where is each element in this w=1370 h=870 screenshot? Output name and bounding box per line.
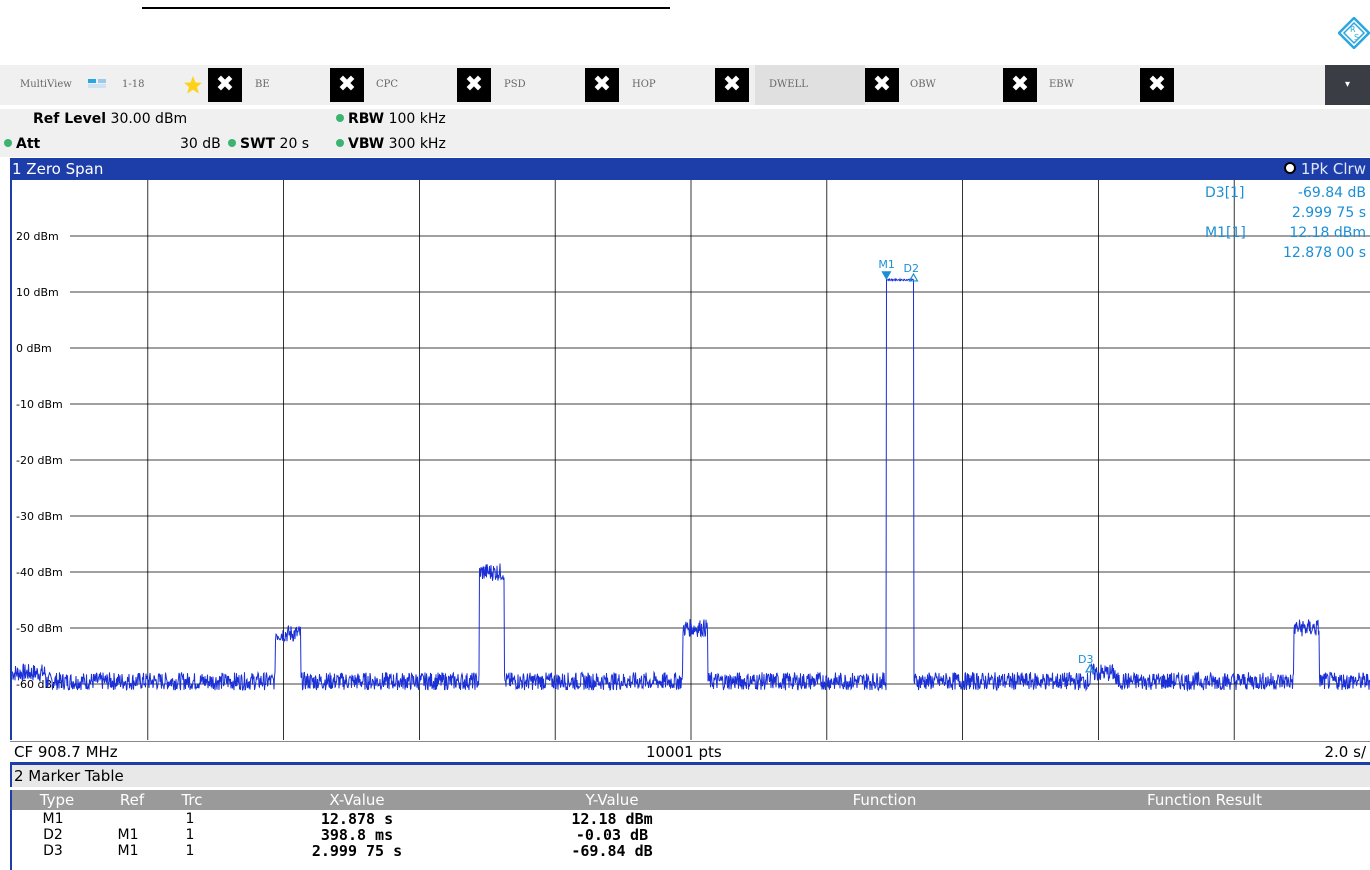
vbw-status-dot xyxy=(336,139,344,147)
range-label: 1-18 xyxy=(122,79,145,90)
marker-table-body: M1 1 12.878 s 12.18 dBm D2 M1 1 398.8 ms… xyxy=(10,810,1370,870)
col-y-value: Y-Value xyxy=(585,791,639,809)
table-row[interactable]: M1 1 12.878 s 12.18 dBm xyxy=(42,810,653,828)
ref-level-setting[interactable]: Ref Level 30.00 dBm xyxy=(33,111,188,127)
measurement-settings: Ref Level 30.00 dBm RBW 100 kHz Att 30 d… xyxy=(0,109,1370,157)
y-tick-label: -40 dBm xyxy=(16,566,63,579)
m1-readout-label: M1[1] xyxy=(1205,225,1246,241)
diagram-title-bar[interactable]: 1 Zero Span 1Pk Clrw xyxy=(10,158,1370,180)
y-tick-label: -20 dBm xyxy=(16,454,63,467)
marker-d2-icon xyxy=(908,272,919,282)
tab-hop[interactable]: HOP xyxy=(632,79,656,90)
multiview-icon xyxy=(88,79,106,88)
sweep-points: 10001 pts xyxy=(646,743,722,761)
d3-readout-label: D3[1] xyxy=(1205,185,1245,201)
trace-circle-icon xyxy=(1284,162,1297,174)
table-row[interactable]: D2 M1 1 398.8 ms -0.03 dB xyxy=(43,826,649,844)
d3-readout-y: -69.84 dB xyxy=(1297,185,1366,201)
diagram-footer: CF 908.7 MHz 10001 pts 2.0 s/ xyxy=(10,741,1370,765)
m1-readout-y: 12.18 dBm xyxy=(1289,225,1366,241)
y-tick-label: -50 dBm xyxy=(16,622,63,635)
tab-be[interactable]: BE xyxy=(255,79,270,90)
table-row[interactable]: D3 M1 1 2.999 75 s -69.84 dB xyxy=(43,842,653,860)
svg-text:S: S xyxy=(1354,33,1359,42)
y-tick-label: 20 dBm xyxy=(16,230,59,243)
close-obw-button[interactable]: ✖ xyxy=(1003,68,1037,102)
swt-status-dot xyxy=(228,139,236,147)
zero-span-plot[interactable]: 20 dBm 10 dBm 0 dBm -10 dBm -20 dBm -30 dBm -4… xyxy=(12,180,1370,740)
channel-tab-bar: MultiView 1-18 ✖ BE ✖ CPC ✖ PSD ✖ HOP ✖ … xyxy=(0,65,1370,105)
close-cpc-button[interactable]: ✖ xyxy=(457,68,491,102)
marker-m1-icon xyxy=(881,271,892,281)
y-tick-label: -30 dBm xyxy=(16,510,63,523)
swt-setting[interactable]: SWT 20 s xyxy=(228,136,309,152)
tab-ebw[interactable]: EBW xyxy=(1049,79,1074,90)
d3-readout-x: 2.999 75 s xyxy=(1291,205,1366,221)
marker-table-title[interactable]: 2 Marker Table xyxy=(10,765,1370,787)
tab-multiview[interactable]: MultiView 1-18 xyxy=(20,65,150,105)
att-status-dot xyxy=(4,139,12,147)
y-tick-label: -10 dBm xyxy=(16,398,63,411)
marker-m1-label: M1 xyxy=(878,258,895,271)
svg-text:R: R xyxy=(1350,25,1356,34)
col-function-result: Function Result xyxy=(1147,791,1262,809)
close-dwell-button[interactable]: ✖ xyxy=(865,68,899,102)
time-per-division: 2.0 s/ xyxy=(1324,743,1367,761)
vbw-setting[interactable]: VBW 300 kHz xyxy=(336,136,446,152)
center-frequency: CF 908.7 MHz xyxy=(14,743,118,761)
y-tick-label: -60 dBm xyxy=(16,678,63,691)
zero-span-diagram[interactable]: 20 dBm 10 dBm 0 dBm -10 dBm -20 dBm -30 dBm -4… xyxy=(10,180,1370,740)
tab-dropdown-button[interactable]: ▾ xyxy=(1325,65,1370,105)
sequencer-star-icon[interactable] xyxy=(183,75,203,95)
tab-dwell[interactable]: DWELL xyxy=(755,65,865,105)
m1-readout-x: 12.878 00 s xyxy=(1283,245,1366,261)
att-setting[interactable]: Att xyxy=(4,136,40,152)
close-be-button[interactable]: ✖ xyxy=(330,68,364,102)
tab-cpc[interactable]: CPC xyxy=(376,79,399,90)
y-tick-labels: 20 dBm 10 dBm 0 dBm -10 dBm -20 dBm -30 dBm -4… xyxy=(16,230,63,691)
col-x-value: X-Value xyxy=(329,791,385,809)
trace-1 xyxy=(12,277,1370,692)
top-rule xyxy=(142,7,670,9)
tab-psd[interactable]: PSD xyxy=(504,79,526,90)
marker-d3-icon xyxy=(1085,663,1096,673)
diagram-title: 1 Zero Span xyxy=(12,160,104,178)
multiview-label: MultiView xyxy=(20,79,72,90)
marker-d3-label: D3 xyxy=(1078,653,1093,666)
col-type: Type xyxy=(39,791,75,809)
col-function: Function xyxy=(852,791,917,809)
marker-d2-label: D2 xyxy=(903,262,918,275)
marker-table-header: Type Ref Trc X-Value Y-Value Function Fu… xyxy=(10,790,1370,810)
grid xyxy=(70,180,1370,740)
rbw-setting[interactable]: RBW 100 kHz xyxy=(336,111,446,127)
markers: M1 D2 D3 xyxy=(878,258,1096,673)
trace-info[interactable]: 1Pk Clrw xyxy=(1284,158,1366,180)
y-tick-label: 0 dBm xyxy=(16,342,52,355)
close-multiview-button[interactable]: ✖ xyxy=(208,68,242,102)
rs-logo-icon: R S xyxy=(1338,17,1370,49)
y-tick-label: 10 dBm xyxy=(16,286,59,299)
col-ref: Ref xyxy=(119,791,145,809)
att-value: 30 dB xyxy=(180,136,221,152)
close-ebw-button[interactable]: ✖ xyxy=(1140,68,1174,102)
close-psd-button[interactable]: ✖ xyxy=(585,68,619,102)
close-hop-button[interactable]: ✖ xyxy=(715,68,749,102)
rbw-status-dot xyxy=(336,114,344,122)
tab-obw[interactable]: OBW xyxy=(910,79,936,90)
col-trc: Trc xyxy=(181,791,203,809)
